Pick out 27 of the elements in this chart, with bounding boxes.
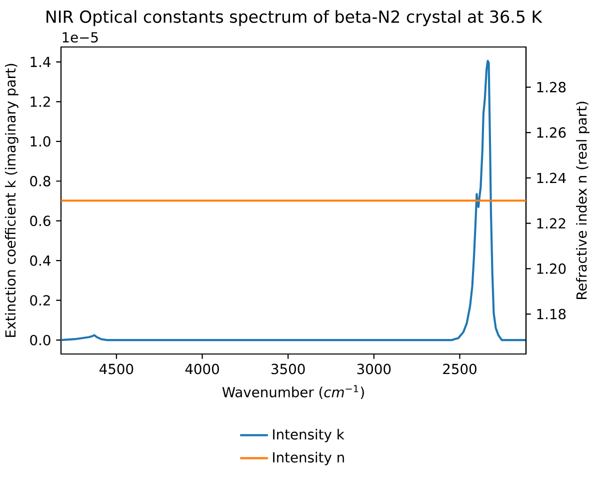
legend-label: Intensity k — [273, 428, 344, 442]
chart-title: NIR Optical constants spectrum of beta-N2 crystal at 36.5 K — [46, 10, 542, 26]
y2-tick-label: 1.26 — [537, 127, 566, 138]
x-tick-label: 4000 — [185, 364, 219, 374]
y2-axis-title: Refractive index n (real part) — [576, 102, 590, 299]
x-tick-label: 4500 — [100, 364, 134, 374]
y-tick-label: 0.6 — [30, 216, 50, 226]
x-axis-title: Wavenumber (cm$^{−1}$) — [222, 385, 364, 400]
y-tick-label: 1.4 — [30, 56, 50, 67]
y-tick-label: 0.8 — [30, 176, 50, 186]
legend-label: Intensity n — [273, 452, 344, 466]
x-tick-label: 3000 — [357, 364, 391, 374]
x-tick-label: 2500 — [443, 364, 476, 374]
y-tick-label: 0.4 — [30, 255, 50, 266]
x-tick-label: 3500 — [272, 364, 305, 374]
y2-tick-label: 1.24 — [537, 172, 566, 184]
line-series — [60, 60, 526, 342]
y-axis-title: Extinction coefficient k (imaginary part) — [4, 64, 18, 337]
y-tick-label: 1.0 — [30, 136, 50, 147]
y-tick-label: 0.0 — [30, 334, 50, 346]
y-tick-label: 1.2 — [30, 96, 50, 107]
y2-tick-label: 1.20 — [537, 263, 566, 274]
y2-tick-label: 1.22 — [537, 218, 566, 228]
y2-tick-label: 1.18 — [537, 308, 566, 320]
y-tick-label: 0.2 — [30, 295, 50, 306]
text: 1e−5 — [62, 32, 98, 43]
y2-tick-label: 1.28 — [537, 82, 566, 92]
